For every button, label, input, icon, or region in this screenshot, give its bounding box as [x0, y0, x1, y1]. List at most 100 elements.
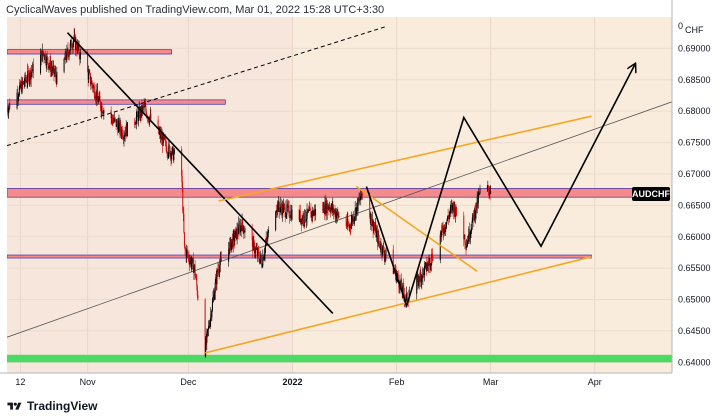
- candle-body: [21, 80, 23, 93]
- candle-body: [233, 233, 235, 242]
- candle-body: [333, 209, 335, 211]
- candle-body: [185, 249, 187, 251]
- candle-body: [326, 200, 328, 214]
- candle-body: [276, 211, 278, 213]
- orange-channel-upper: [218, 115, 592, 202]
- candle-body: [189, 261, 191, 265]
- candle-body: [8, 107, 10, 114]
- candle-body: [301, 217, 303, 225]
- candle-body: [19, 82, 21, 88]
- candle-body: [351, 217, 353, 222]
- candle-body: [477, 196, 479, 204]
- candle-body: [397, 274, 399, 276]
- candle-body: [113, 120, 115, 122]
- candle-body: [445, 222, 447, 228]
- candle-body: [322, 205, 324, 211]
- plot-area: [7, 25, 672, 363]
- candle-body: [371, 224, 373, 226]
- candle-body: [377, 231, 379, 244]
- candle-body: [257, 248, 259, 252]
- candle-body: [300, 218, 302, 222]
- candle-body: [355, 207, 357, 217]
- candle-body: [423, 269, 425, 276]
- candle-body: [209, 326, 211, 328]
- candle-body: [330, 210, 332, 213]
- candle-body: [240, 225, 242, 228]
- candle-body: [256, 248, 258, 256]
- candle-body: [236, 228, 238, 240]
- candle-body: [117, 125, 119, 133]
- candle-body: [479, 188, 481, 194]
- candle-body: [384, 255, 386, 258]
- axes: 0 CHF 0.69000 0.68500 0.68000 0.67500 0.67000 0…: [0, 0, 711, 387]
- candle-body: [219, 265, 221, 273]
- candle-body: [164, 139, 166, 141]
- candle-body: [7, 111, 9, 114]
- candle-body: [18, 87, 20, 96]
- footer-brand[interactable]: TradingView: [27, 399, 98, 413]
- candle-body: [283, 205, 285, 206]
- candle-body: [453, 204, 455, 214]
- candle-body: [139, 107, 141, 119]
- candle-body: [431, 253, 433, 263]
- candle-body: [281, 208, 283, 216]
- candle-body: [72, 42, 74, 49]
- candle-body: [287, 205, 289, 208]
- candle-body: [468, 229, 470, 242]
- candle-body: [171, 147, 173, 155]
- candle-body: [216, 270, 218, 273]
- candle-body: [63, 58, 65, 72]
- candle-body: [451, 205, 453, 211]
- candle-body: [427, 263, 429, 265]
- candle-body: [77, 44, 79, 49]
- candle-body: [94, 98, 96, 99]
- candle-body: [335, 212, 337, 219]
- candle-body: [400, 280, 402, 285]
- candle-body: [357, 198, 359, 212]
- candle-body: [283, 205, 285, 213]
- candle-body: [138, 107, 140, 112]
- candle-body: [353, 219, 355, 222]
- candle-body: [335, 212, 337, 217]
- candle-body: [26, 81, 28, 83]
- candle-body: [382, 245, 384, 247]
- candle-body: [206, 332, 208, 343]
- candle-body: [141, 105, 143, 114]
- candle-body: [24, 75, 26, 84]
- candle-body: [26, 80, 28, 83]
- candle-body: [238, 223, 240, 234]
- candle-body: [356, 202, 358, 212]
- tradingview-logo-icon[interactable]: [6, 401, 23, 412]
- time-axis-bg: [0, 373, 672, 395]
- candle-body: [31, 70, 33, 72]
- candle-body: [214, 282, 216, 293]
- candle-body: [466, 243, 468, 246]
- candle-body: [290, 211, 292, 220]
- candle-body: [385, 249, 387, 255]
- candle-body: [448, 217, 450, 219]
- candle-body: [265, 244, 267, 248]
- candle-body: [135, 116, 137, 125]
- candle-body: [396, 276, 398, 281]
- candle-body: [216, 270, 218, 285]
- candle-body: [43, 52, 45, 58]
- candle-body: [158, 132, 160, 134]
- time-tick-label: Mar: [483, 377, 499, 387]
- candle-body: [163, 137, 165, 139]
- candle-body: [168, 144, 170, 147]
- candle-body: [332, 205, 334, 213]
- candle-body: [228, 248, 230, 254]
- support-zone-green: [7, 354, 672, 363]
- candle-body: [79, 52, 81, 60]
- candle-body: [263, 256, 265, 261]
- candle-body: [284, 206, 286, 217]
- candle-body: [66, 49, 68, 60]
- candle-body: [52, 65, 54, 68]
- candle-body: [374, 228, 376, 230]
- candle-body: [309, 208, 311, 210]
- candle-body: [331, 204, 333, 208]
- candle-body: [349, 225, 351, 228]
- candle-body: [16, 92, 18, 109]
- candle-body: [237, 228, 239, 234]
